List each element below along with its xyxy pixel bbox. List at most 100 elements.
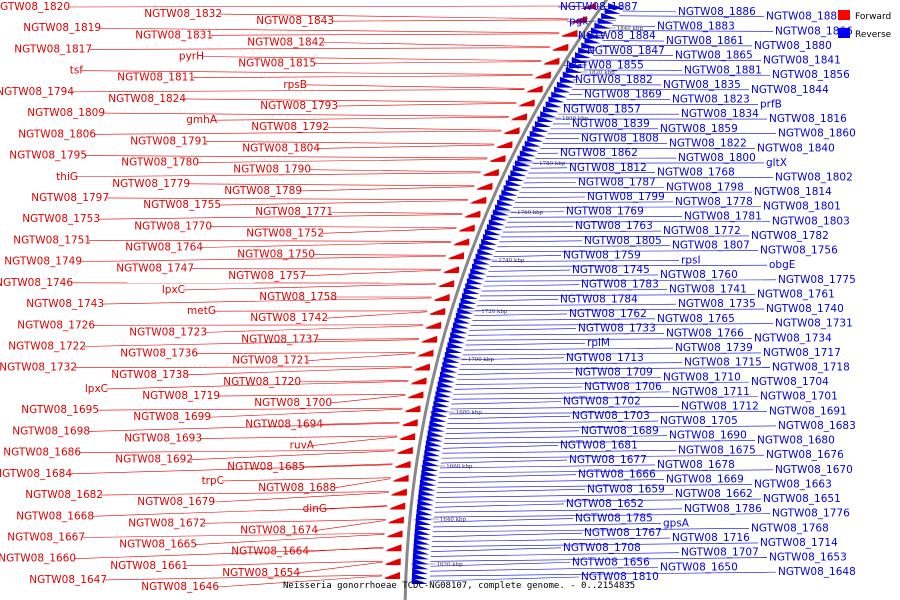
reverse-gene-arrow [501, 189, 518, 196]
reverse-leader-line [508, 216, 683, 218]
reverse-gene-label: NGTW08_1778 [675, 196, 753, 208]
reverse-leader-line [462, 352, 762, 356]
reverse-gene-label: NGTW08_1760 [660, 269, 738, 281]
reverse-gene-arrow [475, 253, 492, 260]
reverse-leader-line [489, 264, 768, 267]
reverse-gene-arrow [479, 243, 496, 250]
forward-gene-label: NGTW08_1692 [115, 454, 193, 466]
forward-gene-label: NGTW08_1654 [222, 567, 300, 579]
reverse-gene-arrow [428, 425, 445, 432]
reverse-gene-arrow [418, 489, 435, 496]
reverse-gene-arrow [415, 519, 432, 526]
forward-gene-label: NGTW08_1736 [120, 348, 198, 360]
reverse-gene-arrow [441, 366, 458, 373]
reverse-gene-arrow [427, 430, 444, 437]
forward-gene-label: NGTW08_1809 [27, 107, 105, 119]
reverse-leader-line [456, 376, 662, 380]
forward-gene-label: NGTW08_1723 [129, 326, 207, 338]
forward-gene-label: NGTW08_1719 [142, 390, 220, 402]
forward-gene-label: NGTW08_1737 [241, 333, 319, 345]
forward-gene-arrow [447, 253, 464, 260]
tick-label: 1720 kbp [481, 309, 508, 315]
reverse-leader-line [464, 347, 674, 351]
forward-leader-line [195, 352, 416, 354]
forward-gene-label: NGTW08_1700 [254, 397, 332, 409]
reverse-leader-line [469, 328, 577, 331]
reverse-leader-line [438, 474, 577, 479]
reverse-gene-label: NGTW08_1768 [751, 522, 829, 534]
forward-gene-arrow [482, 169, 499, 176]
reverse-gene-arrow [594, 22, 611, 29]
reverse-leader-line [447, 420, 659, 425]
reverse-gene-label: NGTW08_1651 [763, 493, 841, 505]
reverse-gene-label: pgk [569, 16, 589, 28]
forward-leader-line [302, 463, 393, 468]
reverse-gene-label: NGTW08_1705 [660, 415, 738, 427]
reverse-leader-line [484, 279, 777, 282]
reverse-leader-line [431, 537, 671, 542]
forward-gene-label: NGTW08_1794 [0, 86, 74, 98]
reverse-gene-arrow [442, 361, 459, 368]
reverse-gene-arrow [497, 199, 514, 206]
forward-gene-label: NGTW08_1674 [240, 524, 318, 536]
forward-gene-arrow [396, 447, 413, 454]
reverse-leader-line [450, 406, 680, 410]
forward-gene-label: NGTW08_1721 [232, 355, 310, 367]
forward-gene-label: NGTW08_1755 [143, 199, 221, 211]
reverse-gene-label: NGTW08_1656 [572, 556, 650, 568]
forward-leader-line [214, 116, 509, 121]
reverse-gene-arrow [432, 405, 449, 412]
reverse-gene-label: NGTW08_1702 [563, 396, 641, 408]
forward-gene-arrow [489, 155, 506, 162]
reverse-gene-label: NGTW08_1776 [772, 508, 850, 520]
reverse-gene-label: NGTW08_1766 [666, 327, 744, 339]
reverse-gene-label: NGTW08_1731 [775, 318, 853, 330]
forward-gene-arrow [389, 503, 406, 510]
reverse-gene-arrow [422, 464, 439, 471]
forward-leader-line [311, 436, 398, 446]
reverse-leader-line [481, 289, 668, 292]
reverse-gene-label: NGTW08_1884 [578, 30, 656, 42]
genome-caption: Neisseria gonorrhoeae TCDC-NG08107, comp… [283, 581, 635, 591]
reverse-gene-arrow [559, 76, 576, 83]
reverse-gene-arrow [488, 219, 505, 226]
reverse-gene-label: NGTW08_1690 [669, 430, 747, 442]
reverse-gene-arrow [438, 376, 455, 383]
reverse-leader-line [430, 557, 768, 562]
reverse-gene-arrow [451, 327, 468, 334]
forward-leader-line [93, 130, 502, 135]
reverse-gene-arrow [601, 12, 618, 19]
reverse-gene-arrow [470, 268, 487, 275]
forward-leader-line [203, 519, 386, 524]
forward-gene-label: NGTW08_1686 [3, 447, 81, 459]
forward-leader-line [100, 491, 389, 496]
forward-gene-label: NGTW08_1685 [227, 461, 305, 473]
reverse-gene-label: NGTW08_1756 [760, 245, 838, 257]
reverse-leader-line [619, 15, 765, 18]
reverse-gene-label: NGTW08_1839 [572, 118, 650, 130]
reverse-gene-arrow [529, 130, 546, 137]
forward-leader-line [208, 408, 403, 418]
forward-leader-line [221, 477, 391, 482]
reverse-leader-line [470, 323, 774, 326]
forward-gene-arrow [503, 128, 520, 135]
forward-leader-line [194, 533, 385, 545]
reverse-gene-label: NGTW08_1680 [757, 435, 835, 447]
reverse-gene-arrow [466, 278, 483, 285]
reverse-gene-arrow [542, 106, 559, 113]
reverse-leader-line [436, 489, 586, 493]
forward-leader-line [74, 366, 412, 369]
forward-gene-arrow [413, 364, 430, 371]
forward-gene-label: NGTW08_1722 [8, 341, 86, 353]
forward-gene-label: NGTW08_1672 [128, 517, 206, 529]
forward-leader-line [330, 211, 463, 214]
reverse-gene-label: NGTW08_1802 [775, 172, 853, 184]
tick-label: 1740 kbp [498, 258, 525, 264]
reverse-gene-arrow [571, 57, 588, 64]
forward-gene-label: NGTW08_1815 [238, 58, 316, 70]
reverse-leader-line [499, 240, 583, 243]
forward-gene-label: NGTW08_1795 [9, 150, 87, 162]
reverse-gene-arrow [424, 450, 441, 457]
reverse-leader-line [437, 484, 753, 488]
forward-gene-label: NGTW08_1747 [116, 263, 194, 275]
